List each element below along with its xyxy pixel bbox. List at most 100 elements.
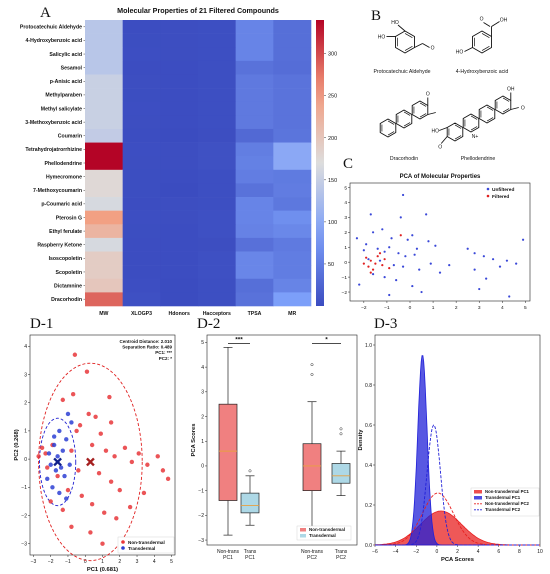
heatmap-cell [160, 88, 199, 103]
y-tick-label: −1 [21, 485, 27, 491]
heatmap-cell [160, 74, 199, 89]
heatmap-cell [85, 47, 123, 62]
box [218, 403, 238, 501]
box [240, 492, 260, 514]
legend-label: Transdermal [309, 533, 336, 538]
heatmap-cell [273, 210, 312, 225]
x-tick-label: 4 [477, 549, 480, 555]
d1-point-transdermal [45, 476, 50, 482]
significance-label: * [325, 337, 328, 344]
d1-point-non-transdermal [43, 451, 48, 456]
heatmap-cell [198, 237, 236, 252]
pca-point-unfiltered [390, 237, 393, 240]
density-panel: −6 −4 −2 0 2 4 6 8 10 0.0 0.2 0.4 0.6 0.8 1.0 PCA Score… [358, 334, 543, 563]
heatmap-cell [273, 224, 312, 239]
heatmap-cell [198, 224, 236, 239]
d1-point-non-transdermal [100, 541, 105, 546]
heatmap-cell [235, 278, 274, 293]
heatmap-cell [160, 183, 199, 198]
heatmap-cell [198, 47, 236, 62]
atom-label: HO [378, 35, 386, 41]
heatmap-cell [198, 101, 236, 116]
pca-point-unfiltered [397, 252, 400, 255]
y-tick-label: 5 [344, 185, 347, 191]
bond [427, 112, 436, 115]
x-tick-label: 1 [101, 559, 104, 565]
x-tick-label: PC1 [223, 555, 233, 561]
pca-point-unfiltered [411, 234, 414, 237]
d1-point-non-transdermal [108, 479, 114, 484]
benzene-ring [478, 104, 496, 124]
double-bond [454, 135, 462, 140]
density-line [375, 424, 540, 546]
pca-point-unfiltered [505, 259, 509, 262]
heatmap-cell [198, 169, 236, 184]
heatmap-cell [160, 20, 199, 34]
benzene-ring [472, 30, 492, 54]
x-axis-label: PCA Scores [441, 557, 474, 563]
significance-label: *** [235, 337, 243, 344]
pca-point-unfiltered [358, 283, 361, 286]
pca-point-unfiltered [395, 278, 398, 282]
heatmap-cell [122, 210, 161, 225]
heatmap-col-label: XLOGP3 [131, 311, 152, 317]
x-axis-label: PC1 (0.681) [87, 567, 118, 573]
pca-point-filtered [367, 265, 370, 268]
pca-point-unfiltered [482, 255, 485, 258]
d1-point-non-transdermal [69, 524, 74, 529]
d1-point-non-transdermal [141, 490, 147, 496]
pca-point-filtered [376, 255, 379, 258]
d1-point-transdermal [65, 411, 71, 417]
benzene-ring [395, 30, 415, 54]
d1-point-non-transdermal [86, 411, 91, 417]
double-bond [486, 106, 494, 111]
heatmap-cell [235, 47, 274, 62]
pca-point-unfiltered [376, 247, 379, 250]
pca-point-unfiltered [515, 262, 518, 265]
heatmap-cell [122, 265, 161, 280]
heatmap-cell [122, 33, 161, 48]
heatmap-cell [160, 251, 199, 266]
heatmap-col-label: Hacceptors [203, 311, 231, 317]
pca-point-unfiltered [404, 255, 407, 258]
heatmap-cell [273, 183, 312, 198]
double-bond [481, 45, 490, 51]
heatmap-row-label: Phellodendrine [45, 161, 83, 167]
y-tick-label: −2 [21, 513, 27, 519]
heatmap-cell [122, 88, 161, 103]
heatmap-cell [122, 237, 161, 252]
heatmap-cell [273, 74, 312, 89]
x-tick-label: 4 [153, 559, 156, 565]
d1-point-transdermal [50, 485, 55, 490]
benzene-ring [395, 109, 413, 129]
y-axis-label: Density [358, 429, 364, 451]
legend-box [470, 487, 540, 517]
heatmap-title: Molecular Properties of 21 Filtered Comp… [117, 6, 279, 15]
heatmap-row-label: 3-Methoxybenzoic acid [25, 120, 82, 126]
bond [439, 127, 448, 131]
x-tick-label: 3 [478, 305, 481, 311]
double-bond [486, 117, 494, 122]
d1-point-non-transdermal [114, 516, 119, 521]
d1-point-non-transdermal [39, 445, 45, 451]
heatmap-cell [235, 60, 274, 75]
d1-point-non-transdermal [129, 459, 135, 465]
atom-label: O [438, 145, 442, 151]
heatmap-cell [85, 278, 123, 293]
heatmap-cell [198, 292, 236, 307]
d1-point-transdermal [53, 468, 59, 473]
double-bond [470, 115, 478, 120]
y-tick-label: 1 [24, 429, 27, 435]
pca-point-unfiltered [425, 213, 428, 216]
pca-point-filtered [365, 256, 368, 259]
y-tick-label: 2 [201, 414, 204, 420]
centroid-marker [86, 457, 95, 467]
y-tick-label: 0.6 [365, 423, 372, 429]
stats-annotation: Centroid Distance: 2.010 [119, 339, 172, 344]
atom-label: HO [456, 50, 464, 56]
bond [491, 21, 500, 27]
heatmap-cell [160, 156, 199, 171]
non-transdermal-ellipse [38, 362, 143, 562]
pca-point-unfiltered [401, 193, 405, 197]
